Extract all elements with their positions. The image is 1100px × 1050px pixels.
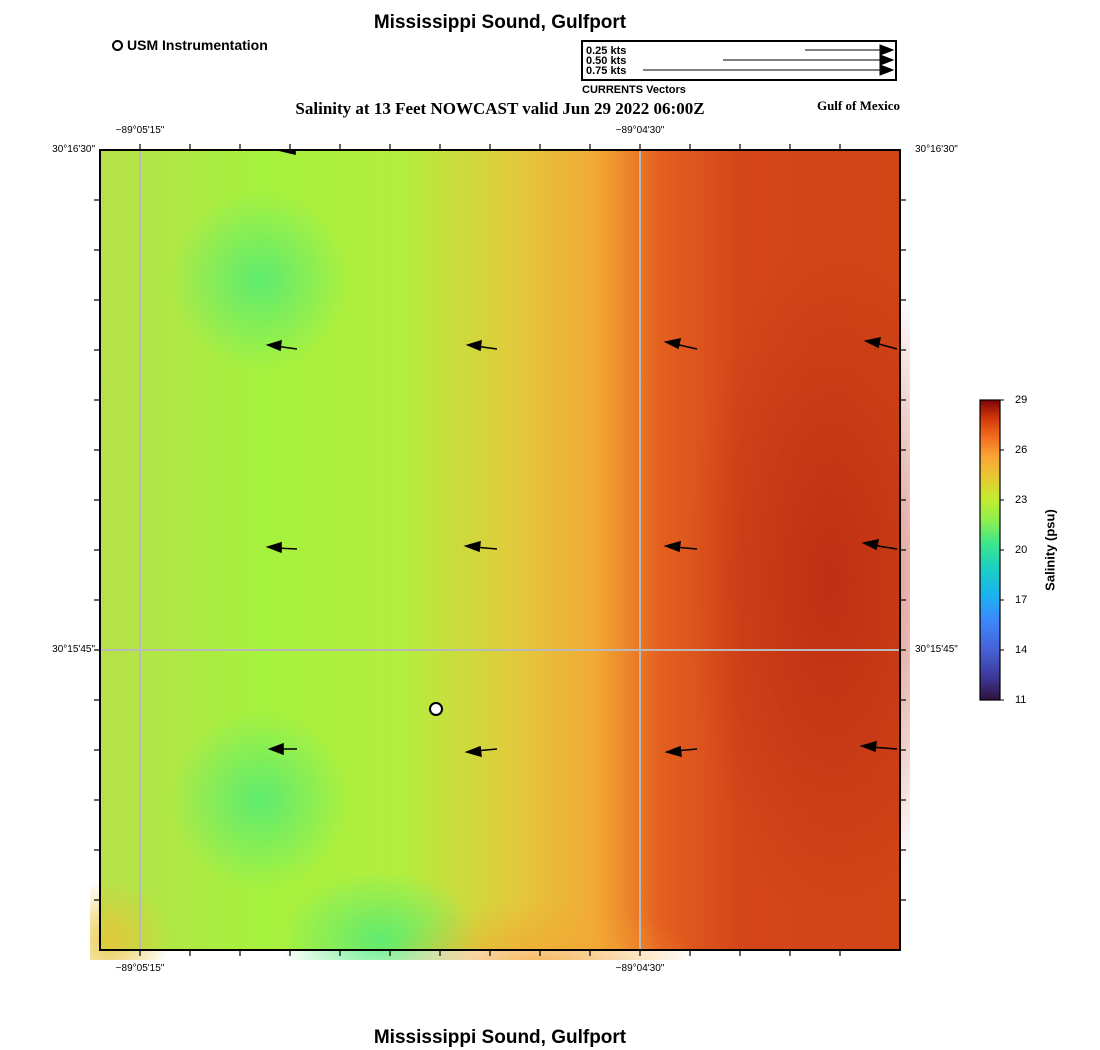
current-vector [465,339,498,352]
current-vector [664,745,698,758]
map-title: Mississippi Sound, Gulfport [373,12,627,33]
current-vectors [265,149,898,758]
current-vector [464,745,498,758]
current-vector [663,540,698,553]
scale-arrow-2-head [879,54,895,66]
salinity-colorbar [979,399,1004,701]
vector-scale-label-1: 0.25 kts [586,45,627,57]
scale-arrow-3-head [879,64,895,76]
salinity-map [90,144,910,960]
low-salinity-area-2 [170,710,350,890]
colorbar-gradient [979,399,1001,701]
colorbar-tick-label: 11 [1015,694,1027,706]
vector-scale-arrows [643,44,895,76]
current-vector [859,740,898,753]
colorbar-tick-label: 23 [1015,494,1028,506]
colorbar-tick-label: 20 [1015,544,1028,556]
colorbar-tick-label: 26 [1015,444,1028,456]
map-subtitle: Salinity at 13 Feet NOWCAST valid Jun 29… [295,99,705,118]
low-salinity-area-1 [170,190,350,370]
mid-salinity-area [381,900,699,960]
lat-label-right-1: 30°16'30" [915,144,958,155]
corner-salinity-area [90,880,170,960]
current-vector [463,540,498,553]
lon-label-top-2: −89°04'30" [615,125,665,136]
current-vector [663,337,698,350]
frame-ticks [94,144,906,956]
graticule [100,150,900,950]
colorbar-tick-label: 17 [1015,594,1028,606]
region-label: Gulf of Mexico [816,98,900,113]
vector-scale-label-2: 0.50 kts [586,55,627,67]
high-salinity-area [690,240,910,920]
current-vector [267,742,297,756]
current-vector [265,541,298,554]
footer-title: Mississippi Sound, Gulfport [373,1027,627,1048]
lon-label-bottom-2: −89°04'30" [615,963,665,974]
scale-arrow-1-head [879,44,895,56]
vector-scale-label-3: 0.75 kts [586,65,627,77]
station-marker-icon [429,702,443,716]
current-vector [863,336,898,350]
current-vector [265,339,298,352]
current-vector [861,538,898,551]
lon-label-bottom-1: −89°05'15" [115,963,165,974]
colorbar-tick-label: 14 [1015,644,1028,656]
station-legend: USM Instrumentation [112,37,268,53]
vector-scale-legend: 0.25 kts 0.50 kts 0.75 kts [581,40,897,81]
lon-label-top-1: −89°05'15" [115,125,165,136]
lat-label-left-1: 30°16'30" [52,144,95,155]
lat-label-right-2: 30°15'45" [915,644,958,655]
lat-label-left-2: 30°15'45" [52,644,95,655]
colorbar-tick-label: 29 [1015,394,1028,406]
vector-caption: CURRENTS Vectors [582,84,686,96]
station-marker-icon [112,39,123,51]
station-legend-label: USM Instrumentation [127,37,268,53]
colorbar-title: Salinity (psu) [1042,509,1058,591]
